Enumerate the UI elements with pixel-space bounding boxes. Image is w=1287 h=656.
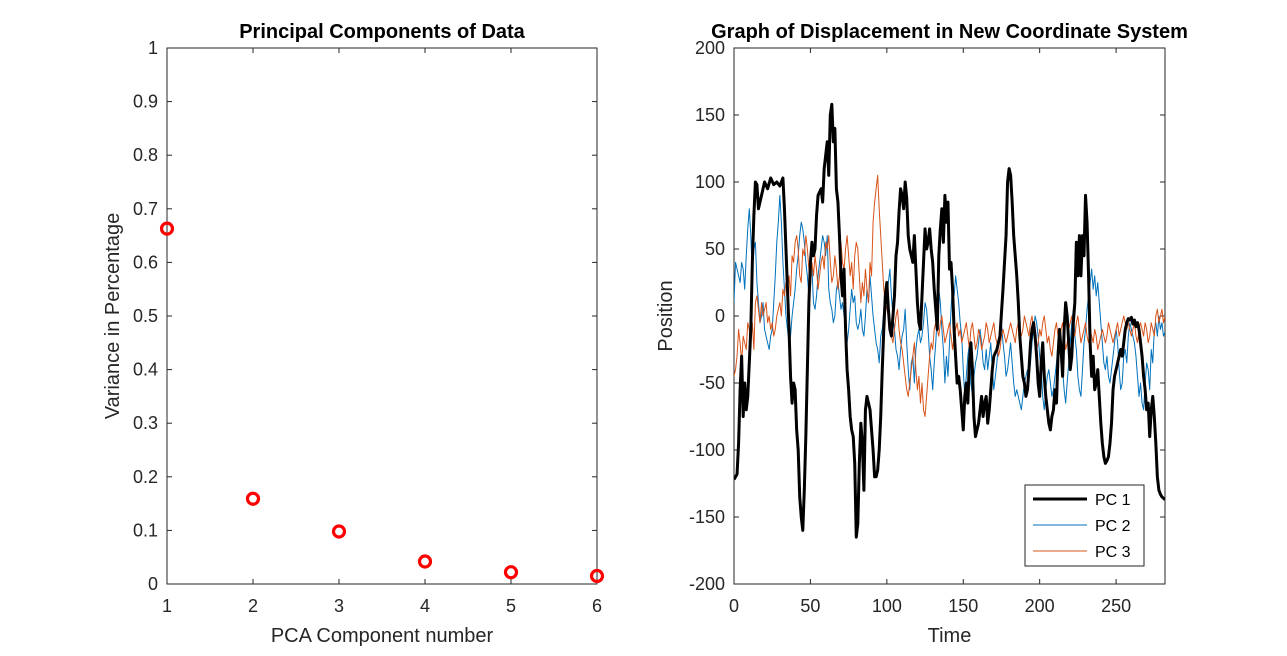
- chart-0-x-tick-label: 5: [506, 596, 516, 616]
- chart-0-scatter-point: [503, 565, 519, 580]
- chart-0-x-tick-label: 3: [334, 596, 344, 616]
- chart-0-y-tick-label: 0.7: [133, 199, 158, 219]
- chart-1-series-line-pc-1: [734, 102, 1165, 539]
- chart-0-y-tick-label: 0.9: [133, 92, 158, 112]
- chart-1-y-tick-label: 0: [715, 306, 725, 326]
- chart-1-y-tick-label: 100: [695, 172, 725, 192]
- chart-1-x-tick-label: 150: [948, 596, 978, 616]
- chart-1-legend-label: PC 2: [1095, 518, 1131, 535]
- chart-1-x-tick-label: 0: [729, 596, 739, 616]
- chart-0-scatter-point: [159, 221, 175, 236]
- chart-0-y-axis-label: Variance in Percentage: [102, 213, 124, 419]
- chart-1-x-tick-label: 50: [800, 596, 820, 616]
- chart-0-y-tick-label: 0.2: [133, 467, 158, 487]
- chart-1-legend-label: PC 3: [1095, 544, 1131, 561]
- chart-0-x-tick-label: 2: [248, 596, 258, 616]
- chart-0-title: Principal Components of Data: [239, 21, 525, 43]
- chart-0-y-tick-label: 1: [148, 38, 158, 58]
- chart-1-x-tick-label: 250: [1101, 596, 1131, 616]
- chart-1-y-tick-label: -50: [699, 373, 725, 393]
- chart-0-x-tick-label: 6: [592, 596, 602, 616]
- chart-1-y-tick-label: -150: [689, 507, 725, 527]
- chart-0-y-tick-label: 0.5: [133, 306, 158, 326]
- chart-0-x-tick-label: 4: [420, 596, 430, 616]
- chart-1-title: Graph of Displacement in New Coordinate …: [711, 21, 1188, 43]
- chart-0-y-tick-label: 0: [148, 574, 158, 594]
- chart-1-x-tick-label: 100: [872, 596, 902, 616]
- chart-1-series-line-pc-2: [734, 194, 1165, 411]
- chart-0-y-tick-label: 0.8: [133, 145, 158, 165]
- chart-0-y-tick-label: 0.3: [133, 413, 158, 433]
- chart-1-x-axis-label: Time: [928, 625, 972, 647]
- chart-0-y-tick-label: 0.6: [133, 252, 158, 272]
- chart-1-series-line-pc-3: [734, 174, 1165, 417]
- chart-0-scatter-point: [589, 568, 605, 584]
- chart-0-x-axis-label: PCA Component number: [271, 625, 494, 647]
- chart-1-y-tick-label: 200: [695, 38, 725, 58]
- chart-0-y-tick-label: 0.4: [133, 360, 158, 380]
- chart-0-y-tick-label: 0.1: [133, 520, 158, 540]
- displacement-line-panel: 0 50 100 150 200 250 -200 -150 -100 -50 0 50 100 150 2…: [655, 21, 1188, 647]
- chart-0-scatter-point: [331, 524, 347, 539]
- chart-1-y-tick-label: 50: [705, 239, 725, 259]
- chart-0-x-tick-label: 1: [162, 596, 172, 616]
- chart-1-x-tick-label: 200: [1025, 596, 1055, 616]
- chart-1-y-axis-label: Position: [655, 280, 677, 351]
- chart-1-y-tick-label: -200: [689, 574, 725, 594]
- chart-1-y-tick-label: -100: [689, 440, 725, 460]
- chart-1-legend-label: PC 1: [1095, 492, 1131, 509]
- chart-1-y-tick-label: 150: [695, 105, 725, 125]
- chart-0-scatter-point: [417, 554, 433, 569]
- variance-scatter-panel: 1 2 3 4 5 6 0 0.1 0.2 0.3 0.4 0.5 0.6 0.7 0.8 0.9 1 Princ…: [102, 21, 605, 647]
- chart-0-scatter-point: [245, 491, 261, 506]
